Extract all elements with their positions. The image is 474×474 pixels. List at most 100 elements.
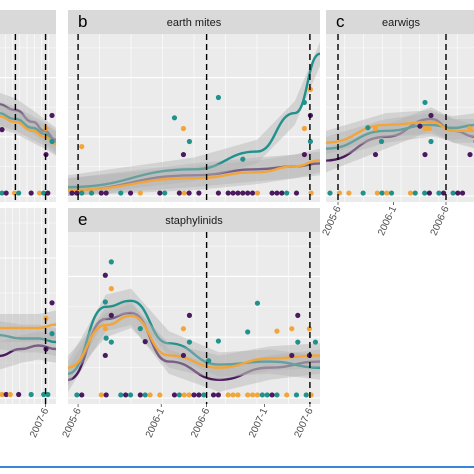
data-point: [269, 190, 275, 196]
panel-e: staphylinids e 2005-6 2006-1 2006-6 2007-1 200…: [61, 208, 321, 439]
data-point: [210, 392, 217, 398]
data-point: [245, 329, 251, 335]
data-point: [74, 392, 80, 398]
data-point: [289, 352, 295, 359]
strip-title: earth mites: [167, 17, 222, 29]
data-point: [301, 125, 307, 132]
data-point: [215, 338, 221, 344]
data-point: [407, 190, 414, 196]
data-point: [0, 391, 5, 398]
data-point: [196, 190, 202, 196]
data-point: [191, 392, 197, 398]
data-point: [0, 127, 5, 133]
data-point: [36, 190, 43, 196]
data-point: [450, 190, 456, 196]
data-point: [312, 339, 319, 345]
smooth-line-orange: [325, 120, 474, 144]
plot-background: [0, 208, 56, 404]
data-point: [28, 391, 34, 398]
data-point: [240, 190, 246, 196]
data-point: [378, 138, 385, 145]
x-tick-label: 2007-1: [247, 406, 270, 439]
panel-unlabelled-3: 2007-6: [0, 208, 57, 439]
data-point: [426, 190, 432, 196]
data-point: [176, 190, 182, 196]
data-point: [379, 190, 385, 196]
data-point: [225, 392, 231, 398]
data-point: [428, 112, 434, 119]
data-point: [254, 190, 261, 196]
panel-c: earwigs c 2005-6 2006-1 2006-6: [321, 10, 474, 237]
data-point: [142, 339, 148, 345]
data-point: [3, 391, 9, 398]
smooth-ribbon-teal: [68, 42, 320, 196]
data-point: [412, 190, 418, 196]
data-point: [69, 190, 75, 196]
data-point: [127, 190, 134, 196]
data-point: [293, 392, 300, 398]
data-point: [102, 352, 108, 359]
bottom-rule: [0, 466, 474, 468]
data-point: [28, 190, 34, 196]
data-point: [284, 190, 290, 196]
smooth-line-orange: [67, 159, 321, 192]
data-point: [118, 190, 124, 196]
smooth-line-teal: [0, 112, 57, 144]
data-point: [422, 151, 428, 158]
data-point: [295, 312, 301, 318]
data-point: [245, 392, 251, 398]
plot-background: [326, 34, 474, 202]
data-point: [388, 190, 395, 196]
data-point: [108, 312, 114, 318]
data-point: [264, 392, 270, 398]
data-point: [230, 190, 236, 196]
data-point: [441, 190, 447, 196]
data-point: [428, 138, 434, 145]
data-point: [157, 190, 163, 196]
data-point: [157, 392, 163, 398]
data-point: [171, 392, 178, 398]
data-point: [186, 312, 193, 318]
smooth-line-teal: [67, 299, 321, 375]
data-point: [230, 392, 236, 398]
data-point: [49, 138, 55, 145]
smooth-line-orange: [0, 323, 57, 330]
data-point: [137, 392, 143, 398]
data-point: [0, 190, 5, 196]
data-point: [45, 190, 51, 196]
data-point: [365, 125, 371, 131]
data-point: [176, 392, 182, 398]
data-point: [186, 392, 192, 398]
data-point: [384, 190, 390, 196]
data-point: [249, 190, 256, 196]
data-point: [180, 352, 187, 359]
data-point: [249, 392, 256, 398]
strip-title: staphylinids: [165, 215, 223, 227]
panel-unlabelled-0: [0, 10, 57, 202]
data-point: [137, 190, 143, 196]
data-point: [372, 151, 379, 158]
data-point: [274, 190, 280, 196]
data-point: [49, 331, 55, 337]
data-point: [162, 190, 168, 196]
data-point: [108, 259, 114, 265]
smooth-line-purple: [67, 311, 321, 381]
data-point: [181, 190, 187, 196]
panel-tag: e: [78, 210, 87, 229]
smooth-ribbon-orange: [326, 110, 474, 155]
data-point: [295, 339, 301, 345]
data-point: [240, 156, 246, 162]
data-point: [206, 358, 212, 364]
data-point: [103, 392, 109, 398]
smooth-line-teal: [0, 333, 57, 344]
data-point: [180, 326, 187, 332]
x-tick-label: 2005-6: [61, 406, 84, 439]
x-tick-label: 2007-6: [293, 406, 316, 439]
data-point: [235, 392, 241, 398]
data-point: [436, 190, 442, 196]
data-point: [45, 391, 51, 398]
smooth-line-orange: [67, 314, 321, 369]
data-point: [103, 190, 109, 196]
data-point: [7, 391, 13, 398]
x-tick-label: 2007-6: [28, 406, 51, 439]
